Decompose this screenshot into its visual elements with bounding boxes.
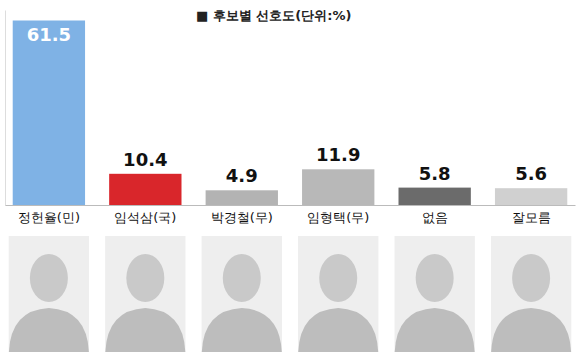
- x-tick: 임형택(무): [307, 205, 369, 225]
- portrait-body: [491, 308, 571, 352]
- data-label: 5.6: [515, 163, 547, 184]
- portrait-head: [319, 254, 357, 302]
- portrait-body: [298, 308, 378, 352]
- portrait-frame: [202, 236, 282, 352]
- bar: [399, 188, 471, 205]
- bar: [302, 169, 374, 205]
- portrait-frame: [491, 236, 571, 352]
- x-axis-line: [6, 205, 576, 206]
- data-label: 4.9: [226, 165, 258, 186]
- title: ■ 후보별 선호도(단위:%): [196, 8, 351, 23]
- x-tick-label: 잘모름: [512, 210, 551, 225]
- x-tick-label: 정헌율(민): [18, 210, 80, 225]
- portrait-frame: [395, 236, 475, 352]
- portrait: [395, 236, 475, 352]
- data-label: 5.8: [419, 163, 451, 184]
- chart: ■ 후보별 선호도(단위:%) 61.5 10.4 4.9 11.9 5.8 5.6 정헌율(…: [0, 0, 580, 356]
- data-label: 11.9: [316, 144, 360, 165]
- data-labels: 61.5 10.4 4.9 11.9 5.8 5.6: [27, 24, 547, 187]
- bar: [109, 174, 181, 205]
- x-tick: 정헌율(민): [18, 205, 80, 225]
- x-axis: 정헌율(민) 임석삼(국) 박경철(무) 임형택(무) 없음 잘모름: [6, 205, 576, 225]
- x-tick: 잘모름: [512, 205, 551, 225]
- portrait-head: [512, 254, 550, 302]
- x-tick: 없음: [422, 205, 448, 225]
- portrait-frame: [9, 236, 89, 352]
- bar: [13, 21, 85, 206]
- portrait-head: [126, 254, 164, 302]
- y-axis: [5, 11, 6, 206]
- portrait-body: [202, 308, 282, 352]
- x-tick-label: 임석삼(국): [114, 210, 176, 225]
- bars: [13, 21, 568, 206]
- portrait-head: [30, 254, 68, 302]
- y-axis-line: [5, 11, 6, 206]
- portrait: [202, 236, 282, 352]
- portrait-body: [105, 308, 185, 352]
- x-tick-label: 없음: [422, 210, 448, 225]
- x-tick-label: 박경철(무): [211, 210, 273, 225]
- portraits: [9, 236, 572, 352]
- x-tick: 임석삼(국): [114, 205, 176, 225]
- portrait: [298, 236, 378, 352]
- x-tick: 박경철(무): [211, 205, 273, 225]
- portrait: [9, 236, 89, 352]
- portrait: [105, 236, 185, 352]
- data-label: 61.5: [27, 24, 71, 45]
- portrait-body: [9, 308, 89, 352]
- bar: [206, 190, 278, 205]
- data-label: 10.4: [123, 149, 167, 170]
- portrait: [491, 236, 571, 352]
- portrait-head: [416, 254, 454, 302]
- x-tick-label: 임형택(무): [307, 210, 369, 225]
- portrait-frame: [298, 236, 378, 352]
- portrait-frame: [105, 236, 185, 352]
- portrait-body: [395, 308, 475, 352]
- bar: [495, 188, 567, 205]
- portrait-head: [223, 254, 261, 302]
